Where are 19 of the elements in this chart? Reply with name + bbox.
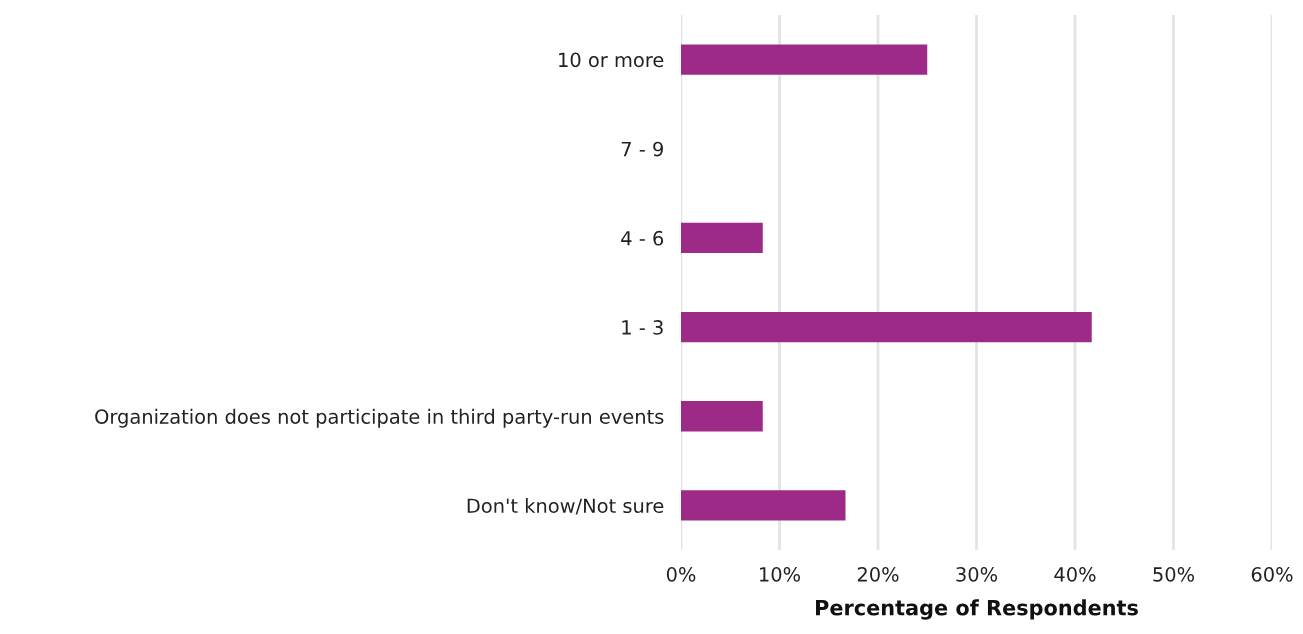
bar xyxy=(681,44,928,75)
x-tick-label: 20% xyxy=(857,567,899,582)
y-tick-label: Don't know/Not sure xyxy=(467,498,664,515)
x-axis-title: Percentage of Respondents xyxy=(816,599,1138,620)
y-tick-label: 10 or more xyxy=(559,52,664,68)
y-tick-label: Organization does not participate in third party-run events xyxy=(95,408,664,428)
x-tick-label: 30% xyxy=(956,567,998,582)
x-tick-label: 40% xyxy=(1054,567,1096,582)
bar xyxy=(681,222,763,254)
x-tick-label: 0% xyxy=(666,567,696,582)
bar xyxy=(681,311,1092,343)
x-tick-label: 10% xyxy=(760,567,801,582)
bar xyxy=(681,490,846,521)
y-tick-label: 4 - 6 xyxy=(621,230,664,246)
x-tick-label: 50% xyxy=(1153,567,1195,582)
bar xyxy=(681,401,763,432)
y-tick-label: 7 - 9 xyxy=(621,141,663,157)
x-tick-label: 60% xyxy=(1251,567,1293,582)
y-tick-label: 1 - 3 xyxy=(622,320,663,335)
